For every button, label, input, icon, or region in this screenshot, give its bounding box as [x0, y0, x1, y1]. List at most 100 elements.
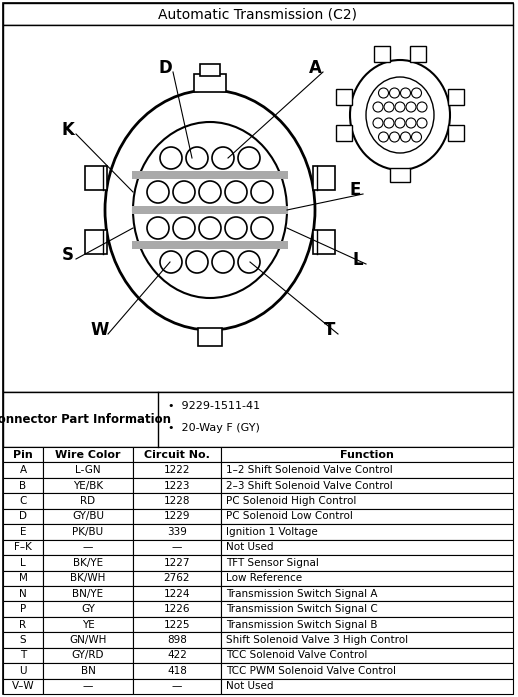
Text: A: A	[309, 59, 322, 77]
Circle shape	[251, 217, 273, 239]
Circle shape	[373, 118, 383, 128]
Circle shape	[186, 251, 208, 273]
Circle shape	[390, 88, 399, 98]
Text: D: D	[158, 59, 172, 77]
Text: Low Reference: Low Reference	[226, 573, 302, 583]
Text: YE/BK: YE/BK	[73, 481, 103, 491]
FancyBboxPatch shape	[133, 447, 221, 462]
FancyBboxPatch shape	[85, 230, 107, 254]
Text: T: T	[324, 321, 336, 339]
FancyBboxPatch shape	[221, 509, 513, 524]
Text: M: M	[19, 573, 27, 583]
FancyBboxPatch shape	[3, 539, 43, 555]
Ellipse shape	[366, 77, 434, 153]
Text: N: N	[19, 589, 27, 599]
FancyBboxPatch shape	[43, 571, 133, 586]
Ellipse shape	[133, 122, 287, 298]
Text: GY: GY	[81, 604, 95, 614]
Text: TFT Sensor Signal: TFT Sensor Signal	[226, 558, 319, 568]
Circle shape	[160, 147, 182, 169]
Circle shape	[384, 118, 394, 128]
FancyBboxPatch shape	[336, 89, 352, 105]
Circle shape	[379, 132, 388, 142]
Text: S: S	[20, 635, 26, 645]
FancyBboxPatch shape	[410, 46, 426, 62]
Text: 422: 422	[167, 650, 187, 660]
FancyBboxPatch shape	[3, 478, 43, 493]
FancyBboxPatch shape	[3, 555, 43, 571]
FancyBboxPatch shape	[313, 230, 335, 254]
FancyBboxPatch shape	[133, 571, 221, 586]
FancyBboxPatch shape	[133, 524, 221, 539]
Circle shape	[406, 118, 416, 128]
FancyBboxPatch shape	[221, 586, 513, 602]
Circle shape	[147, 181, 169, 203]
FancyBboxPatch shape	[43, 524, 133, 539]
Text: TCC PWM Solenoid Valve Control: TCC PWM Solenoid Valve Control	[226, 666, 396, 676]
Text: 339: 339	[167, 527, 187, 537]
Circle shape	[411, 132, 422, 142]
FancyBboxPatch shape	[133, 462, 221, 478]
Text: 1223: 1223	[164, 481, 190, 491]
Ellipse shape	[105, 90, 315, 330]
FancyBboxPatch shape	[133, 509, 221, 524]
FancyBboxPatch shape	[221, 617, 513, 632]
FancyBboxPatch shape	[43, 663, 133, 679]
Text: 2762: 2762	[164, 573, 190, 583]
Circle shape	[147, 217, 169, 239]
FancyBboxPatch shape	[221, 602, 513, 617]
Circle shape	[199, 181, 221, 203]
FancyBboxPatch shape	[200, 64, 220, 76]
Text: Transmission Switch Signal C: Transmission Switch Signal C	[226, 604, 378, 614]
Text: R: R	[20, 620, 26, 629]
FancyBboxPatch shape	[3, 447, 43, 462]
Text: —: —	[83, 542, 93, 552]
FancyBboxPatch shape	[43, 493, 133, 509]
Text: 2–3 Shift Solenoid Valve Control: 2–3 Shift Solenoid Valve Control	[226, 481, 393, 491]
FancyBboxPatch shape	[221, 447, 513, 462]
FancyBboxPatch shape	[3, 586, 43, 602]
FancyBboxPatch shape	[221, 539, 513, 555]
Text: PC Solenoid Low Control: PC Solenoid Low Control	[226, 512, 353, 521]
Text: S: S	[62, 246, 74, 264]
FancyBboxPatch shape	[3, 663, 43, 679]
Circle shape	[384, 102, 394, 112]
Text: 1228: 1228	[164, 496, 190, 506]
Text: PC Solenoid High Control: PC Solenoid High Control	[226, 496, 356, 506]
FancyBboxPatch shape	[3, 3, 513, 694]
FancyBboxPatch shape	[133, 663, 221, 679]
Text: L: L	[353, 251, 363, 269]
FancyBboxPatch shape	[448, 89, 464, 105]
FancyBboxPatch shape	[221, 478, 513, 493]
FancyBboxPatch shape	[3, 25, 513, 392]
Text: V–W: V–W	[12, 681, 34, 691]
FancyBboxPatch shape	[133, 648, 221, 663]
FancyBboxPatch shape	[221, 493, 513, 509]
Circle shape	[251, 181, 273, 203]
FancyBboxPatch shape	[3, 392, 513, 447]
FancyBboxPatch shape	[133, 602, 221, 617]
Text: GY/BU: GY/BU	[72, 512, 104, 521]
Text: 898: 898	[167, 635, 187, 645]
Circle shape	[173, 217, 195, 239]
FancyBboxPatch shape	[221, 555, 513, 571]
FancyBboxPatch shape	[133, 617, 221, 632]
FancyBboxPatch shape	[133, 493, 221, 509]
Circle shape	[400, 132, 410, 142]
Circle shape	[395, 102, 405, 112]
Text: Wire Color: Wire Color	[55, 450, 121, 460]
FancyBboxPatch shape	[133, 679, 221, 694]
FancyBboxPatch shape	[43, 478, 133, 493]
FancyBboxPatch shape	[133, 586, 221, 602]
Text: Pin: Pin	[13, 450, 33, 460]
FancyBboxPatch shape	[221, 524, 513, 539]
Text: Not Used: Not Used	[226, 681, 274, 691]
Circle shape	[373, 102, 383, 112]
Text: 1229: 1229	[164, 512, 190, 521]
Text: GY/RD: GY/RD	[72, 650, 104, 660]
FancyBboxPatch shape	[3, 602, 43, 617]
Text: 1225: 1225	[164, 620, 190, 629]
Text: TCC Solenoid Valve Control: TCC Solenoid Valve Control	[226, 650, 367, 660]
Circle shape	[186, 147, 208, 169]
Circle shape	[238, 251, 260, 273]
